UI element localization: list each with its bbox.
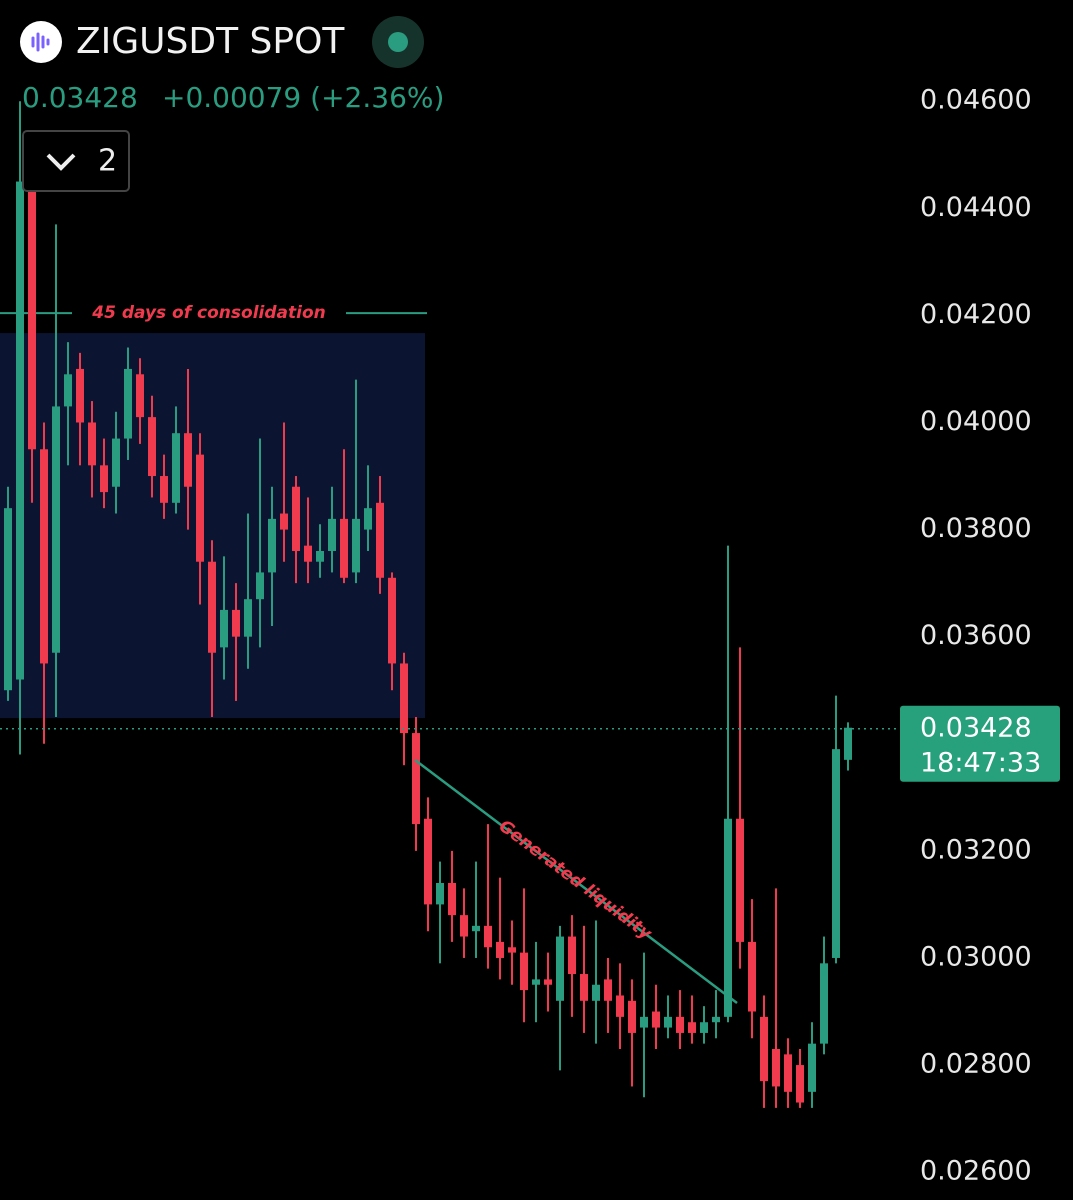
candle-body bbox=[580, 974, 588, 1001]
interval-count: 2 bbox=[98, 144, 117, 179]
candle-body bbox=[148, 417, 156, 477]
candle-body bbox=[88, 422, 96, 466]
candle-body bbox=[796, 1065, 804, 1103]
candle-body bbox=[160, 476, 168, 503]
candle-body bbox=[616, 995, 624, 1017]
candle-body bbox=[556, 936, 564, 1001]
candle-body bbox=[124, 368, 132, 439]
y-tick-label: 0.03200 bbox=[920, 834, 1032, 865]
candle-body bbox=[352, 518, 360, 573]
y-tick-label: 0.02800 bbox=[920, 1049, 1032, 1080]
y-tick-label: 0.03600 bbox=[920, 620, 1032, 651]
interval-toggle[interactable] bbox=[22, 130, 130, 192]
candle-body bbox=[724, 818, 732, 1017]
y-tick-label: 0.04200 bbox=[920, 299, 1032, 330]
candle-body bbox=[220, 609, 228, 648]
candle-body bbox=[496, 941, 504, 958]
candle-body bbox=[376, 502, 384, 578]
candle-body bbox=[424, 818, 432, 905]
candle-body bbox=[712, 1016, 720, 1023]
header-price: 0.03428 bbox=[22, 81, 138, 114]
candle-body bbox=[304, 545, 312, 562]
chevron bbox=[46, 153, 76, 171]
candle-body bbox=[280, 513, 288, 530]
y-tick-label: 0.04600 bbox=[920, 85, 1032, 116]
candle-body bbox=[364, 508, 372, 530]
candle-body bbox=[400, 663, 408, 734]
status-dot bbox=[388, 32, 408, 52]
candle-body bbox=[40, 449, 48, 664]
candle-body bbox=[268, 518, 276, 573]
countdown: 18:47:33 bbox=[920, 747, 1041, 778]
candle-body bbox=[628, 1000, 636, 1033]
candle-body bbox=[4, 508, 12, 691]
candle-body bbox=[184, 433, 192, 487]
consolidation-label: 45 days of consolidation bbox=[91, 303, 326, 323]
candle-body bbox=[832, 749, 840, 958]
candle-body bbox=[736, 818, 744, 942]
candle-body bbox=[472, 925, 480, 932]
candle-body bbox=[328, 518, 336, 552]
logo-mark bbox=[31, 32, 50, 52]
candle-body bbox=[448, 882, 456, 916]
candle-body bbox=[28, 181, 36, 450]
candle-body bbox=[172, 433, 180, 503]
candle-body bbox=[232, 609, 240, 637]
candle-body bbox=[412, 733, 420, 825]
y-tick-label: 0.04400 bbox=[920, 192, 1032, 223]
plot: 45 days of consolidation 0.04600 0.04400 0.… bbox=[0, 85, 1060, 1187]
candle-body bbox=[640, 1016, 648, 1028]
candle-body bbox=[136, 374, 144, 418]
last-price-box bbox=[900, 705, 1060, 782]
candle-body bbox=[460, 915, 468, 937]
candle-body bbox=[808, 1043, 816, 1092]
y-tick-label: 0.03000 bbox=[920, 941, 1032, 972]
candle-body bbox=[76, 368, 84, 423]
candle-body bbox=[16, 181, 24, 680]
candle-body bbox=[592, 984, 600, 1001]
candle-body bbox=[676, 1016, 684, 1033]
candle-body bbox=[568, 936, 576, 975]
candle-body bbox=[604, 979, 612, 1001]
candle-body bbox=[100, 465, 108, 493]
candle-body bbox=[688, 1022, 696, 1033]
y-tick-label: 0.02600 bbox=[920, 1156, 1032, 1187]
liquidity-line bbox=[414, 759, 738, 1004]
candle-body bbox=[664, 1016, 672, 1028]
candle-body bbox=[388, 577, 396, 664]
candle-body bbox=[64, 374, 72, 407]
y-tick-label: 0.03800 bbox=[920, 513, 1032, 544]
candle-body bbox=[520, 952, 528, 991]
candle-body bbox=[256, 572, 264, 600]
symbol-title: ZIGUSDT SPOT bbox=[76, 21, 345, 62]
liquidity-label: Generated liquidity bbox=[495, 816, 656, 944]
candle-body bbox=[772, 1048, 780, 1087]
header: ZIGUSDT SPOT 0.03428 +0.00079 (+2.36%) 2 bbox=[20, 16, 444, 192]
candle-body bbox=[820, 963, 828, 1044]
candle-body bbox=[436, 882, 444, 905]
candle-body bbox=[208, 561, 216, 653]
candle-body bbox=[340, 518, 348, 578]
candle-body bbox=[508, 947, 516, 953]
candle-body bbox=[316, 551, 324, 562]
candle-body bbox=[652, 1011, 660, 1028]
candle-body bbox=[760, 1016, 768, 1082]
candle-body bbox=[112, 438, 120, 487]
header-change: +0.00079 (+2.36%) bbox=[162, 81, 444, 114]
candle-body bbox=[292, 486, 300, 552]
candle-body bbox=[544, 979, 552, 985]
candle-body bbox=[52, 406, 60, 653]
y-tick-label: 0.04000 bbox=[920, 406, 1032, 437]
candle-body bbox=[532, 979, 540, 985]
candle-body bbox=[844, 727, 852, 760]
candle-body bbox=[196, 454, 204, 562]
candle-body bbox=[748, 941, 756, 1012]
candle-body bbox=[784, 1054, 792, 1092]
candle-body bbox=[244, 599, 252, 637]
last-price-label: 0.03428 bbox=[920, 712, 1032, 743]
candle-body bbox=[484, 925, 492, 948]
symbol-logo bbox=[20, 21, 62, 63]
candle-body bbox=[700, 1022, 708, 1033]
